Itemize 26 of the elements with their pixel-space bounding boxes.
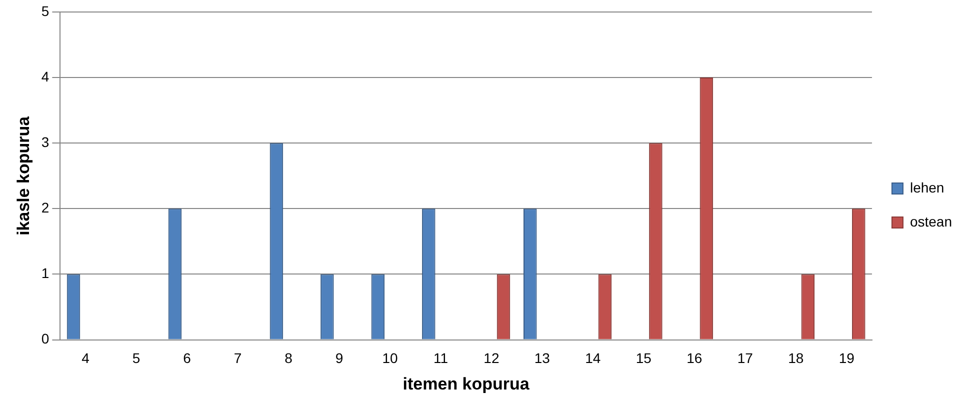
y-axis-title: ikasle kopurua xyxy=(14,116,33,236)
y-tick-label: 5 xyxy=(41,2,50,19)
y-tick-label: 0 xyxy=(41,330,50,347)
x-tick-label: 12 xyxy=(484,350,500,366)
x-tick-label: 16 xyxy=(686,350,702,366)
legend-label: ostean xyxy=(910,213,952,230)
x-tick-label: 5 xyxy=(132,350,140,366)
x-tick-label: 14 xyxy=(585,350,601,366)
x-tick-label: 11 xyxy=(433,350,448,366)
x-tick-label: 17 xyxy=(737,350,754,366)
x-tick-label: 13 xyxy=(534,350,550,366)
x-tick-label: 10 xyxy=(382,350,398,366)
x-tick-label: 15 xyxy=(636,350,652,366)
x-axis-title: itemen kopurua xyxy=(402,374,530,394)
x-tick-label: 18 xyxy=(788,350,804,366)
x-tick-label: 19 xyxy=(838,350,855,366)
legend-label: lehen xyxy=(910,179,944,196)
x-tick-label: 7 xyxy=(234,350,242,366)
x-tick-label: 8 xyxy=(284,350,293,366)
y-tick-label: 4 xyxy=(41,68,50,84)
x-tick-label: 9 xyxy=(335,350,344,366)
y-tick-label: 3 xyxy=(41,134,50,150)
y-tick-label: 1 xyxy=(41,265,50,282)
x-tick-label: 6 xyxy=(183,350,192,366)
y-tick-label: 2 xyxy=(41,200,50,216)
x-tick-label: 4 xyxy=(82,350,90,366)
